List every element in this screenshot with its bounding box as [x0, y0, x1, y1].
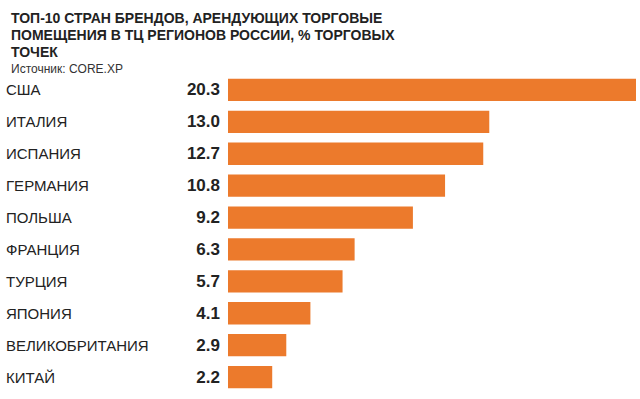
svg-text:4.1: 4.1 [196, 304, 220, 323]
svg-text:ТУРЦИЯ: ТУРЦИЯ [6, 273, 67, 290]
svg-text:2.2: 2.2 [196, 368, 220, 387]
svg-text:ВЕЛИКОБРИТАНИЯ: ВЕЛИКОБРИТАНИЯ [6, 337, 149, 354]
svg-text:12.7: 12.7 [187, 144, 220, 163]
svg-text:20.3: 20.3 [187, 80, 220, 99]
svg-text:ТОП-10 СТРАН БРЕНДОВ, АРЕНДУЮЩ: ТОП-10 СТРАН БРЕНДОВ, АРЕНДУЮЩИХ ТОРГОВЫ… [11, 10, 386, 26]
svg-text:13.0: 13.0 [187, 112, 220, 131]
svg-text:ПОМЕЩЕНИЯ В ТЦ РЕГИОНОВ РОССИИ: ПОМЕЩЕНИЯ В ТЦ РЕГИОНОВ РОССИИ, % ТОРГОВ… [11, 27, 399, 43]
svg-text:КИТАЙ: КИТАЙ [6, 369, 55, 386]
svg-text:США: США [6, 81, 41, 98]
svg-text:6.3: 6.3 [196, 240, 220, 259]
svg-text:ЯПОНИЯ: ЯПОНИЯ [6, 305, 72, 322]
svg-text:9.2: 9.2 [196, 208, 220, 227]
svg-text:ТОЧЕК: ТОЧЕК [11, 44, 58, 60]
svg-text:ПОЛЬША: ПОЛЬША [6, 209, 72, 226]
svg-text:ИТАЛИЯ: ИТАЛИЯ [6, 113, 67, 130]
svg-text:5.7: 5.7 [196, 272, 220, 291]
svg-text:ФРАНЦИЯ: ФРАНЦИЯ [6, 241, 80, 258]
svg-text:ИСПАНИЯ: ИСПАНИЯ [6, 145, 81, 162]
svg-text:ГЕРМАНИЯ: ГЕРМАНИЯ [6, 177, 89, 194]
svg-text:10.8: 10.8 [187, 176, 220, 195]
svg-text:Источник: CORE.XP: Источник: CORE.XP [11, 62, 123, 76]
svg-text:2.9: 2.9 [196, 336, 220, 355]
